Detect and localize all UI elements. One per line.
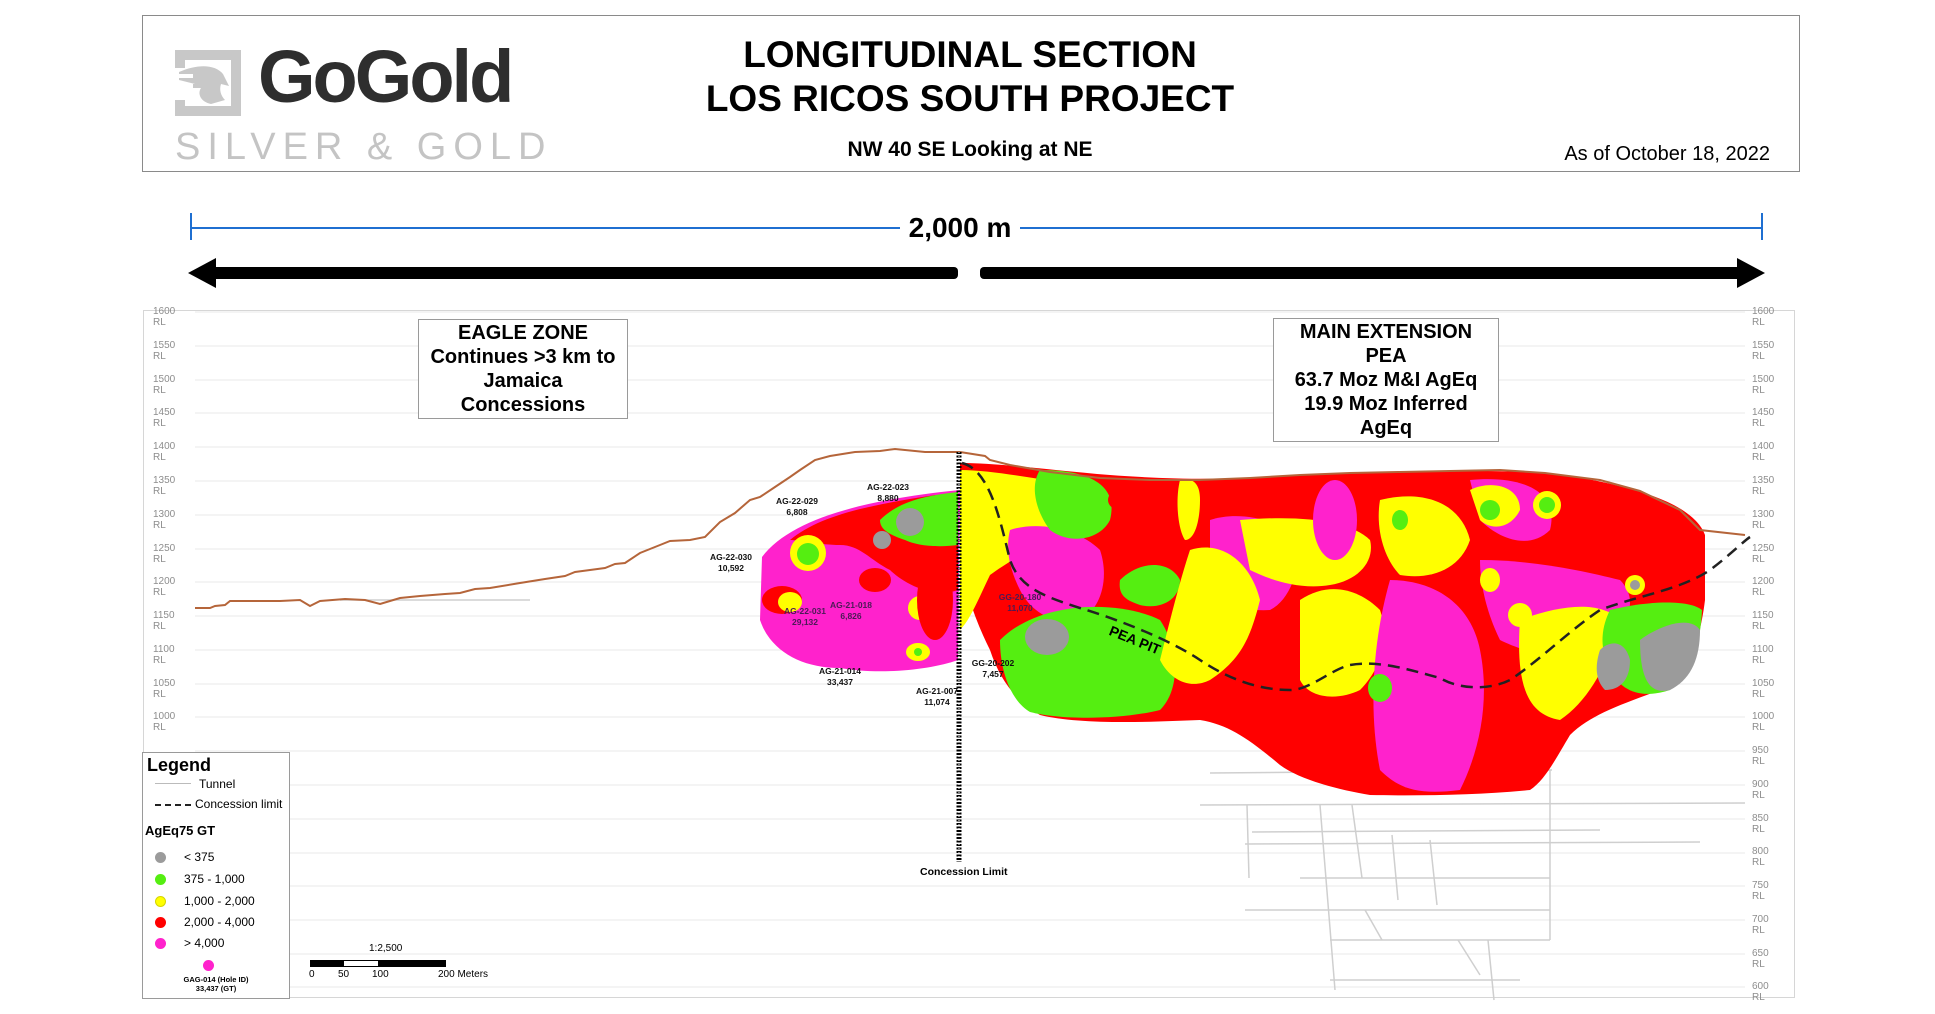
drill-hole-label: AG-22-030 10,592: [709, 552, 753, 573]
rl-tick: 1600 RL: [1752, 306, 1775, 328]
drill-hole-label: AG-21-007 11,074: [915, 686, 959, 707]
rl-tick: 1450 RL: [153, 407, 176, 429]
rl-tick: 1400 RL: [1752, 441, 1775, 463]
legend-grade-title: AgEq75 GT: [145, 823, 216, 838]
callout-line: 19.9 Moz Inferred AgEq: [1304, 393, 1468, 439]
rl-tick: 1500 RL: [1752, 374, 1775, 396]
scale-label: 50: [338, 969, 350, 980]
rl-tick: 1250 RL: [153, 543, 176, 565]
rl-tick: 1100 RL: [153, 644, 175, 666]
topography-line: [195, 447, 1746, 609]
eagle-zone-orebody: [760, 490, 960, 672]
legend-hole-example: GAG-014 (Hole ID) 33,437 (GT): [183, 975, 249, 993]
callout-line: MAIN EXTENSION PEA: [1299, 321, 1473, 367]
rl-tick: 600 RL: [1752, 981, 1769, 1003]
legend-class: 1,000 - 2,000: [155, 894, 255, 908]
rl-tick: 1300 RL: [1752, 509, 1775, 531]
rl-tick: 1350 RL: [1752, 475, 1775, 497]
grey-dot-icon: [155, 851, 166, 863]
rl-tick: 650 RL: [1752, 948, 1769, 970]
drill-hole-label: GG-20-202 7,457: [971, 658, 1015, 679]
legend-class: < 375: [155, 850, 214, 864]
page-title-line2: LOS RICOS SOUTH PROJECT: [705, 78, 1235, 119]
page-title-line1: LONGITUDINAL SECTION: [743, 34, 1197, 75]
rl-tick: 800 RL: [1752, 846, 1769, 868]
logo-wordmark: GoGold: [258, 35, 514, 118]
rl-tick: 1250 RL: [1752, 543, 1775, 565]
legend-class: 375 - 1,000: [155, 872, 245, 886]
rl-tick: 1200 RL: [153, 576, 176, 598]
rl-tick: 1150 RL: [153, 610, 175, 632]
rl-tick: 1500 RL: [153, 374, 176, 396]
rl-tick: 850 RL: [1752, 813, 1769, 835]
legend-title: Legend: [147, 755, 212, 775]
scale-label: 200 Meters: [438, 969, 489, 980]
eagle-logo-icon: [175, 50, 241, 116]
legend-class: 2,000 - 4,000: [155, 915, 255, 929]
as-of-date: As of October 18, 2022: [1564, 143, 1770, 165]
rl-tick: 1600 RL: [153, 306, 176, 328]
rl-tick: 1300 RL: [153, 509, 176, 531]
callout-line: EAGLE ZONE: [457, 322, 588, 344]
title-block: [142, 15, 1800, 172]
main-extension-callout: MAIN EXTENSION PEA 63.7 Moz M&I AgEq 19.…: [1273, 318, 1499, 442]
red-dot-icon: [155, 916, 166, 928]
drill-hole-label: AG-21-014 33,437: [818, 666, 862, 687]
rl-tick: 1050 RL: [153, 678, 176, 700]
pea-pit-outline: [961, 461, 1751, 692]
rl-tick: 1450 RL: [1752, 407, 1775, 429]
green-dot-icon: [155, 873, 166, 885]
legend-item-tunnel: Tunnel: [199, 777, 236, 791]
rl-tick: 1200 RL: [1752, 576, 1775, 598]
rl-tick: 950 RL: [1752, 745, 1769, 767]
callout-line: 63.7 Moz M&I AgEq: [1294, 369, 1478, 391]
callout-line: Continues >3 km to: [430, 346, 616, 368]
drill-hole-label: AG-22-029 6,808: [775, 496, 819, 517]
logo-tagline: SILVER & GOLD: [175, 126, 553, 168]
rl-tick: 700 RL: [1752, 914, 1769, 936]
rl-tick: 1350 RL: [153, 475, 176, 497]
rl-tick: 750 RL: [1752, 880, 1769, 902]
tunnel-swatch: [155, 783, 191, 784]
drill-hole-label: GG-20-180 11,070: [998, 592, 1042, 613]
rl-tick: 1050 RL: [1752, 678, 1775, 700]
rl-tick: 1000 RL: [1752, 711, 1775, 733]
double-arrow: [188, 258, 1765, 288]
legend: Legend Tunnel Concession limit AgEq75 GT…: [142, 752, 290, 999]
drill-hole-label: AG-22-023 8,880: [866, 482, 910, 503]
callout-line: Jamaica Concessions: [460, 370, 586, 416]
legend-class: > 4,000: [155, 936, 224, 950]
main-extension-orebody: [960, 463, 1705, 796]
rl-tick: 1550 RL: [1752, 340, 1775, 362]
concession-swatch: [155, 804, 191, 806]
drill-hole-label: AG-22-031 29,132: [783, 606, 827, 627]
drill-hole-label: AG-21-018 6,826: [829, 600, 873, 621]
map-scale-ratio: 1:2,500: [369, 943, 403, 954]
legend-item-concession: Concession limit: [195, 797, 283, 811]
magenta-dot-icon: [155, 937, 166, 949]
dimension-label: 2,000 m: [900, 212, 1020, 244]
hole-example-dot-icon: [203, 960, 214, 971]
rl-tick: 900 RL: [1752, 779, 1769, 801]
rl-tick: 1150 RL: [1752, 610, 1774, 632]
yellow-dot-icon: [155, 895, 166, 907]
dimension-graphics: [188, 213, 1765, 288]
scale-label: 100: [372, 969, 389, 980]
section-orientation: NW 40 SE Looking at NE: [847, 138, 1093, 161]
concession-limit-label: Concession Limit: [920, 866, 1008, 878]
section-frame: [143, 310, 1795, 998]
scale-label: 0: [309, 969, 315, 980]
eagle-zone-callout: EAGLE ZONE Continues >3 km to Jamaica Co…: [418, 319, 628, 419]
rl-tick: 1400 RL: [153, 441, 176, 463]
rl-tick: 1000 RL: [153, 711, 176, 733]
scale-bar: [310, 960, 446, 967]
rl-tick: 1100 RL: [1752, 644, 1774, 666]
rl-tick: 1550 RL: [153, 340, 176, 362]
